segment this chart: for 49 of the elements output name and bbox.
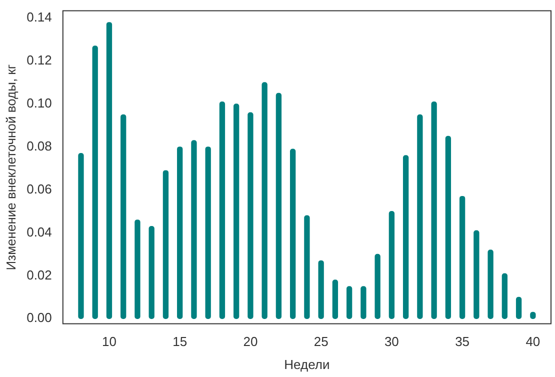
y-tick-label: 0.10 xyxy=(26,96,52,111)
bar xyxy=(346,286,352,319)
bar xyxy=(276,92,282,319)
bar xyxy=(431,101,437,319)
y-tick-label: 0.08 xyxy=(26,138,52,154)
bar xyxy=(417,114,423,319)
bar xyxy=(134,220,140,319)
x-axis-title: Недели xyxy=(284,356,330,372)
x-tick-label: 25 xyxy=(314,334,328,350)
bar xyxy=(360,286,366,319)
bar xyxy=(402,155,409,319)
x-tick-label: 30 xyxy=(384,334,399,350)
x-tick-label: 35 xyxy=(455,334,470,350)
bar xyxy=(191,140,197,319)
bar xyxy=(106,22,112,319)
y-tick-label: 0.02 xyxy=(26,267,52,282)
x-tick-label: 20 xyxy=(243,334,258,350)
x-tick-label: 15 xyxy=(172,334,188,350)
y-tick-label: 0.06 xyxy=(26,181,52,196)
y-tick-label: 0.14 xyxy=(26,10,52,25)
bar xyxy=(219,101,226,319)
bar xyxy=(332,280,338,319)
y-tick-label: 0.12 xyxy=(26,52,52,68)
bar xyxy=(388,210,395,319)
bar xyxy=(459,196,466,319)
bar xyxy=(248,112,254,319)
bar xyxy=(92,46,98,319)
y-tick-label: 0.04 xyxy=(26,224,52,240)
bar xyxy=(120,114,126,319)
y-tick-label: 0.00 xyxy=(26,310,52,326)
bar xyxy=(162,170,169,319)
bar xyxy=(234,104,240,319)
bar xyxy=(205,146,211,319)
bar xyxy=(262,82,268,319)
bar xyxy=(374,254,380,319)
bar xyxy=(474,230,480,319)
y-axis-title: Изменение внеклеточной воды, кг xyxy=(3,64,18,270)
bar xyxy=(318,260,324,319)
bar xyxy=(290,148,296,319)
bar xyxy=(148,226,154,319)
bar xyxy=(502,273,508,319)
bar xyxy=(445,136,452,319)
bar xyxy=(177,146,183,319)
bar xyxy=(488,250,494,319)
bar xyxy=(78,153,84,319)
bar xyxy=(516,296,522,319)
x-tick-label: 40 xyxy=(526,334,540,350)
bar xyxy=(304,215,310,319)
x-tick-label: 10 xyxy=(102,334,116,350)
